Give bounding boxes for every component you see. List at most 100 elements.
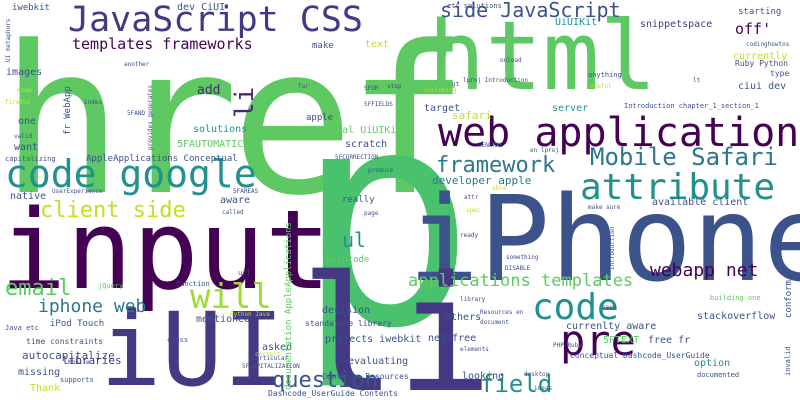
word-attribute: attribute <box>580 167 776 208</box>
word-introduction-chapter: Introduction chapter_1_section_1 <box>624 102 759 110</box>
word-webapp-net: webapp net <box>650 260 759 281</box>
word-supports: supports <box>60 376 94 384</box>
word-python-java: Python Java <box>230 311 270 318</box>
word-currently: currently <box>733 51 788 62</box>
word-type: type <box>770 69 790 78</box>
word-scratch: scratch <box>345 139 388 150</box>
word-5fcorrection: 5FCORRECTION <box>335 154 379 161</box>
word-gt: gt <box>452 81 460 88</box>
word-universal-uiuikit: universal UiUIKit <box>300 125 403 136</box>
word-off: off' <box>735 20 772 38</box>
word-ipod-touch: iPod Touch <box>50 319 105 329</box>
word-templates-frameworks: templates frameworks <box>72 35 253 53</box>
word-client-side: client side <box>40 198 186 223</box>
word-missing: missing <box>18 367 61 378</box>
word-field: field <box>480 370 553 398</box>
word-framework: framework <box>436 153 556 178</box>
word-disable: DISABLE <box>505 265 531 272</box>
word-documented: documented <box>697 371 740 379</box>
word-dashcode-userguide-contents: Dashcode_UserGuide Contents <box>268 389 399 398</box>
word-valid: valid <box>14 133 33 140</box>
word-etc-solutions: etc solutions <box>447 2 502 10</box>
word-code: code <box>532 287 619 328</box>
word-lproj-introduction: lproj Introduction <box>463 77 529 84</box>
word-called: called <box>222 209 244 216</box>
word-href: href <box>0 3 470 241</box>
word-ruby-python: Ruby Python <box>735 59 788 68</box>
word-server: server <box>552 103 589 114</box>
word-index: index <box>84 99 103 106</box>
word-elements: elements <box>460 346 489 353</box>
word-stackoverflow: stackoverflow <box>697 311 776 322</box>
word-available-client: available client <box>652 197 749 208</box>
word-5fand: 5FAND <box>127 110 146 117</box>
word-apple: apple <box>306 113 334 123</box>
word-far: far <box>298 83 309 90</box>
word-iUI: iUI <box>100 291 285 400</box>
word-images: images <box>6 67 43 78</box>
word-appleapplications-conceptual: AppleApplications Conceptual <box>86 154 238 164</box>
word-others: others <box>445 312 482 323</box>
word-code-google: code google <box>5 152 257 196</box>
word-libraries: libraries <box>62 354 122 367</box>
word-fautomatic: 5FAUTOMATIC <box>177 139 244 150</box>
word-resources-en: Resources en <box>480 309 524 316</box>
word-make: make <box>312 41 334 51</box>
word-iwebkit: iwebkit <box>12 3 50 13</box>
word-really: really <box>342 195 375 205</box>
word-desktop: desktop <box>524 371 550 378</box>
word-codinghowtos: codinghowtos <box>746 41 790 48</box>
word-attr: attr <box>464 194 479 201</box>
word-make-sure: make sure <box>588 204 621 211</box>
word-conceptual-dashcode-userguide: Conceptual Dashcode_UserGuide <box>570 351 710 360</box>
word-know: know <box>17 87 32 94</box>
word-pre: pre <box>560 316 636 365</box>
word-thank: Thank <box>30 383 61 394</box>
word-question: question <box>272 368 378 393</box>
word-spec: spec <box>466 207 481 214</box>
word-anything: anything <box>588 71 622 79</box>
word-add: add <box>197 83 221 98</box>
word-mobile-safari: Mobile Safari <box>590 143 778 171</box>
word-snippetspace: snippetspace <box>640 19 713 30</box>
word-ciui-dev: ciui dev <box>738 81 787 92</box>
word-li-small: li <box>230 86 260 118</box>
word-php-ruby: PHP Ruby <box>553 342 582 349</box>
word-en-lproj: en lproj <box>530 147 559 154</box>
word-developer-apple: developer apple <box>432 174 532 187</box>
word-net-free: net free <box>428 333 477 344</box>
word-5ffields: 5FFIELDS <box>364 101 393 108</box>
word-document: document <box>480 319 509 326</box>
word-class: class <box>167 336 189 344</box>
word-function: function <box>176 280 210 288</box>
word-jquery: jQuery <box>98 282 124 290</box>
word-want: want <box>14 142 39 153</box>
word-introduction: Introduction <box>609 226 616 270</box>
word-applications-templates: applications templates <box>408 271 634 291</box>
word-li: li <box>300 241 493 400</box>
word-library: library <box>460 296 486 303</box>
word-email: email <box>5 276 72 301</box>
word-iPhone: iPhone <box>408 170 800 308</box>
word-free-fr: free fr <box>648 335 691 346</box>
word-fr-webapp: fr WebApp <box>63 86 73 135</box>
word-p: p <box>295 45 476 394</box>
word-mentioned: mentioned <box>196 314 251 325</box>
word-starting: starting <box>738 7 782 17</box>
word-iphone-web: iphone web <box>38 296 147 317</box>
word-onload: onload <box>500 57 522 64</box>
word-url: url <box>238 269 251 277</box>
word-5ftext: 5FTEXT <box>603 335 640 346</box>
word-one: one <box>18 116 37 127</box>
word-autocapitalize: autocapitalize <box>22 349 115 362</box>
word-useful: useful <box>590 83 612 90</box>
word-option: option <box>694 358 731 369</box>
word-time-constraints: time constraints <box>26 337 104 346</box>
word-side-javascript: side JavaScript <box>440 0 621 22</box>
word-ideas: ideas <box>534 385 553 392</box>
word-seem: seem <box>602 304 617 311</box>
word-invalid: invalid <box>784 346 792 376</box>
word-something: something <box>506 254 539 261</box>
word-aware: aware <box>220 195 251 206</box>
